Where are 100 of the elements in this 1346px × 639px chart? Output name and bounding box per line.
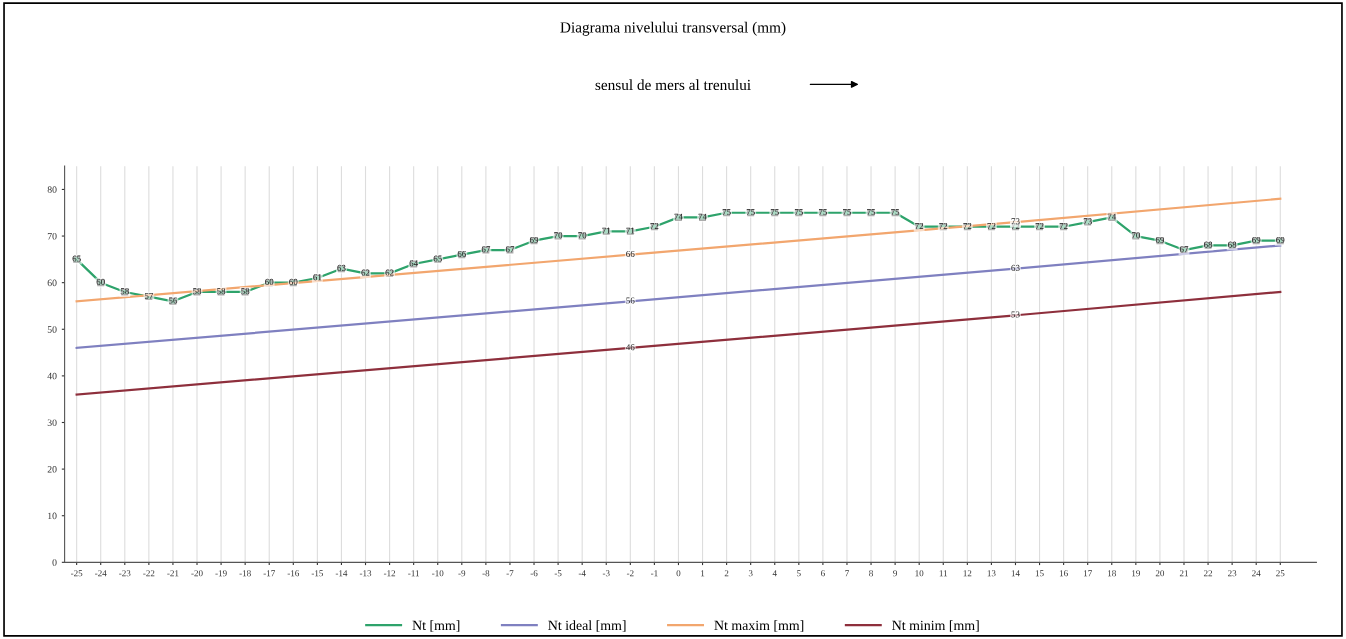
x-tick-label: 12 <box>963 570 972 577</box>
data-label: 63 <box>1011 264 1020 271</box>
data-label: 70 <box>1131 232 1141 239</box>
x-tick-label: -17 <box>263 570 275 577</box>
x-tick-label: 22 <box>1203 570 1213 577</box>
chart-subtitle: sensul de mers al trenului <box>595 79 751 91</box>
y-tick-label: 50 <box>47 326 57 333</box>
data-label: 69 <box>529 236 539 243</box>
data-label: 67 <box>481 246 491 253</box>
x-tick-label: 21 <box>1179 570 1188 577</box>
data-label: 75 <box>770 209 779 216</box>
data-label: 69 <box>1252 236 1261 243</box>
x-tick-label: 10 <box>915 570 924 577</box>
data-label: 62 <box>361 269 370 276</box>
data-label: 74 <box>1107 213 1117 220</box>
x-tick-label: -4 <box>578 570 586 577</box>
data-label: 66 <box>457 250 467 257</box>
data-label: 75 <box>794 209 803 216</box>
data-label: 64 <box>409 260 419 267</box>
x-tick-label: 4 <box>772 570 777 577</box>
x-tick-label: 17 <box>1083 570 1092 577</box>
y-tick-label: 20 <box>47 466 57 473</box>
data-label: 72 <box>1011 222 1020 229</box>
data-label: 65 <box>72 255 81 262</box>
data-label: 72 <box>987 222 996 229</box>
x-tick-label: 3 <box>748 570 753 577</box>
data-label: 72 <box>915 222 924 229</box>
data-label: 75 <box>843 209 852 216</box>
x-tick-label: 5 <box>797 570 801 577</box>
data-label: 70 <box>554 232 563 239</box>
data-label: 67 <box>505 246 515 253</box>
x-tick-label: -10 <box>432 570 444 577</box>
x-tick-label: -22 <box>143 570 155 577</box>
data-label: 61 <box>313 274 322 281</box>
x-tick-label: 23 <box>1228 570 1237 577</box>
data-label: 60 <box>289 278 298 285</box>
x-tick-label: 15 <box>1035 570 1044 577</box>
line-series <box>75 290 1282 396</box>
legend-label: Nt minim [mm] <box>892 620 979 632</box>
x-tick-label: 14 <box>1011 570 1020 577</box>
x-tick-label: -25 <box>70 570 83 577</box>
x-tick-label: -12 <box>383 570 396 577</box>
data-label: 72 <box>1059 222 1068 229</box>
x-tick-label: -2 <box>626 570 634 577</box>
data-label: 46 <box>625 344 635 351</box>
data-label: 60 <box>265 278 274 285</box>
data-label: 74 <box>698 213 707 220</box>
x-tick-label: 1 <box>701 570 705 577</box>
data-label: 68 <box>1228 241 1237 248</box>
data-label: 72 <box>1035 222 1044 229</box>
x-tick-label: 16 <box>1059 570 1068 577</box>
data-label: 72 <box>650 222 659 229</box>
x-tick-label: -5 <box>554 570 562 577</box>
x-tick-label: 7 <box>845 570 849 577</box>
data-label: 72 <box>939 222 948 229</box>
data-label: 75 <box>818 209 828 216</box>
x-tick-label: 0 <box>676 570 681 577</box>
data-label: 71 <box>602 227 611 234</box>
data-label: 70 <box>578 232 587 239</box>
x-tick-label: 19 <box>1132 570 1140 577</box>
data-label: 58 <box>193 288 202 295</box>
x-tick-label: -3 <box>602 570 610 577</box>
x-tick-label: 20 <box>1155 570 1165 577</box>
data-label: 69 <box>1155 236 1165 243</box>
x-tick-label: 2 <box>724 570 729 577</box>
data-label: 58 <box>241 288 250 295</box>
data-label: 66 <box>626 250 635 257</box>
data-label: 73 <box>1083 218 1092 225</box>
legend-label: Nt ideal [mm] <box>548 620 626 632</box>
y-tick-label: 70 <box>47 232 57 240</box>
x-tick-label: -20 <box>191 570 203 577</box>
legend-label: Nt maxim [mm] <box>714 620 804 632</box>
data-label: 75 <box>891 209 900 216</box>
data-label: 74 <box>674 213 683 220</box>
y-tick-label: 30 <box>47 419 57 426</box>
x-tick-label: -15 <box>311 570 324 577</box>
x-tick-label: 6 <box>821 570 825 577</box>
legend-label: Nt [mm] <box>412 620 460 632</box>
data-label: 65 <box>433 255 442 262</box>
y-tick-label: 80 <box>47 186 57 193</box>
data-label: 56 <box>626 297 635 304</box>
data-label: 53 <box>1011 311 1020 318</box>
x-tick-label: -14 <box>335 570 348 577</box>
data-label: 58 <box>120 288 129 295</box>
x-tick-label: 25 <box>1276 570 1285 577</box>
x-tick-label: -13 <box>359 570 372 577</box>
x-tick-label: -16 <box>287 570 300 577</box>
data-label: 63 <box>337 264 346 271</box>
x-tick-label: 13 <box>987 570 996 577</box>
x-tick-label: -9 <box>458 570 466 577</box>
x-tick-label: -19 <box>215 570 227 577</box>
data-label: 75 <box>867 209 876 216</box>
data-label: 73 <box>1011 218 1020 225</box>
data-label: 58 <box>217 288 226 295</box>
data-label: 67 <box>1179 246 1189 253</box>
data-label: 62 <box>385 269 394 276</box>
chart-title: Diagrama nivelului transversal (mm) <box>560 21 786 36</box>
x-tick-label: -1 <box>650 570 658 577</box>
data-label: 56 <box>168 297 178 304</box>
data-label: 71 <box>626 227 635 234</box>
